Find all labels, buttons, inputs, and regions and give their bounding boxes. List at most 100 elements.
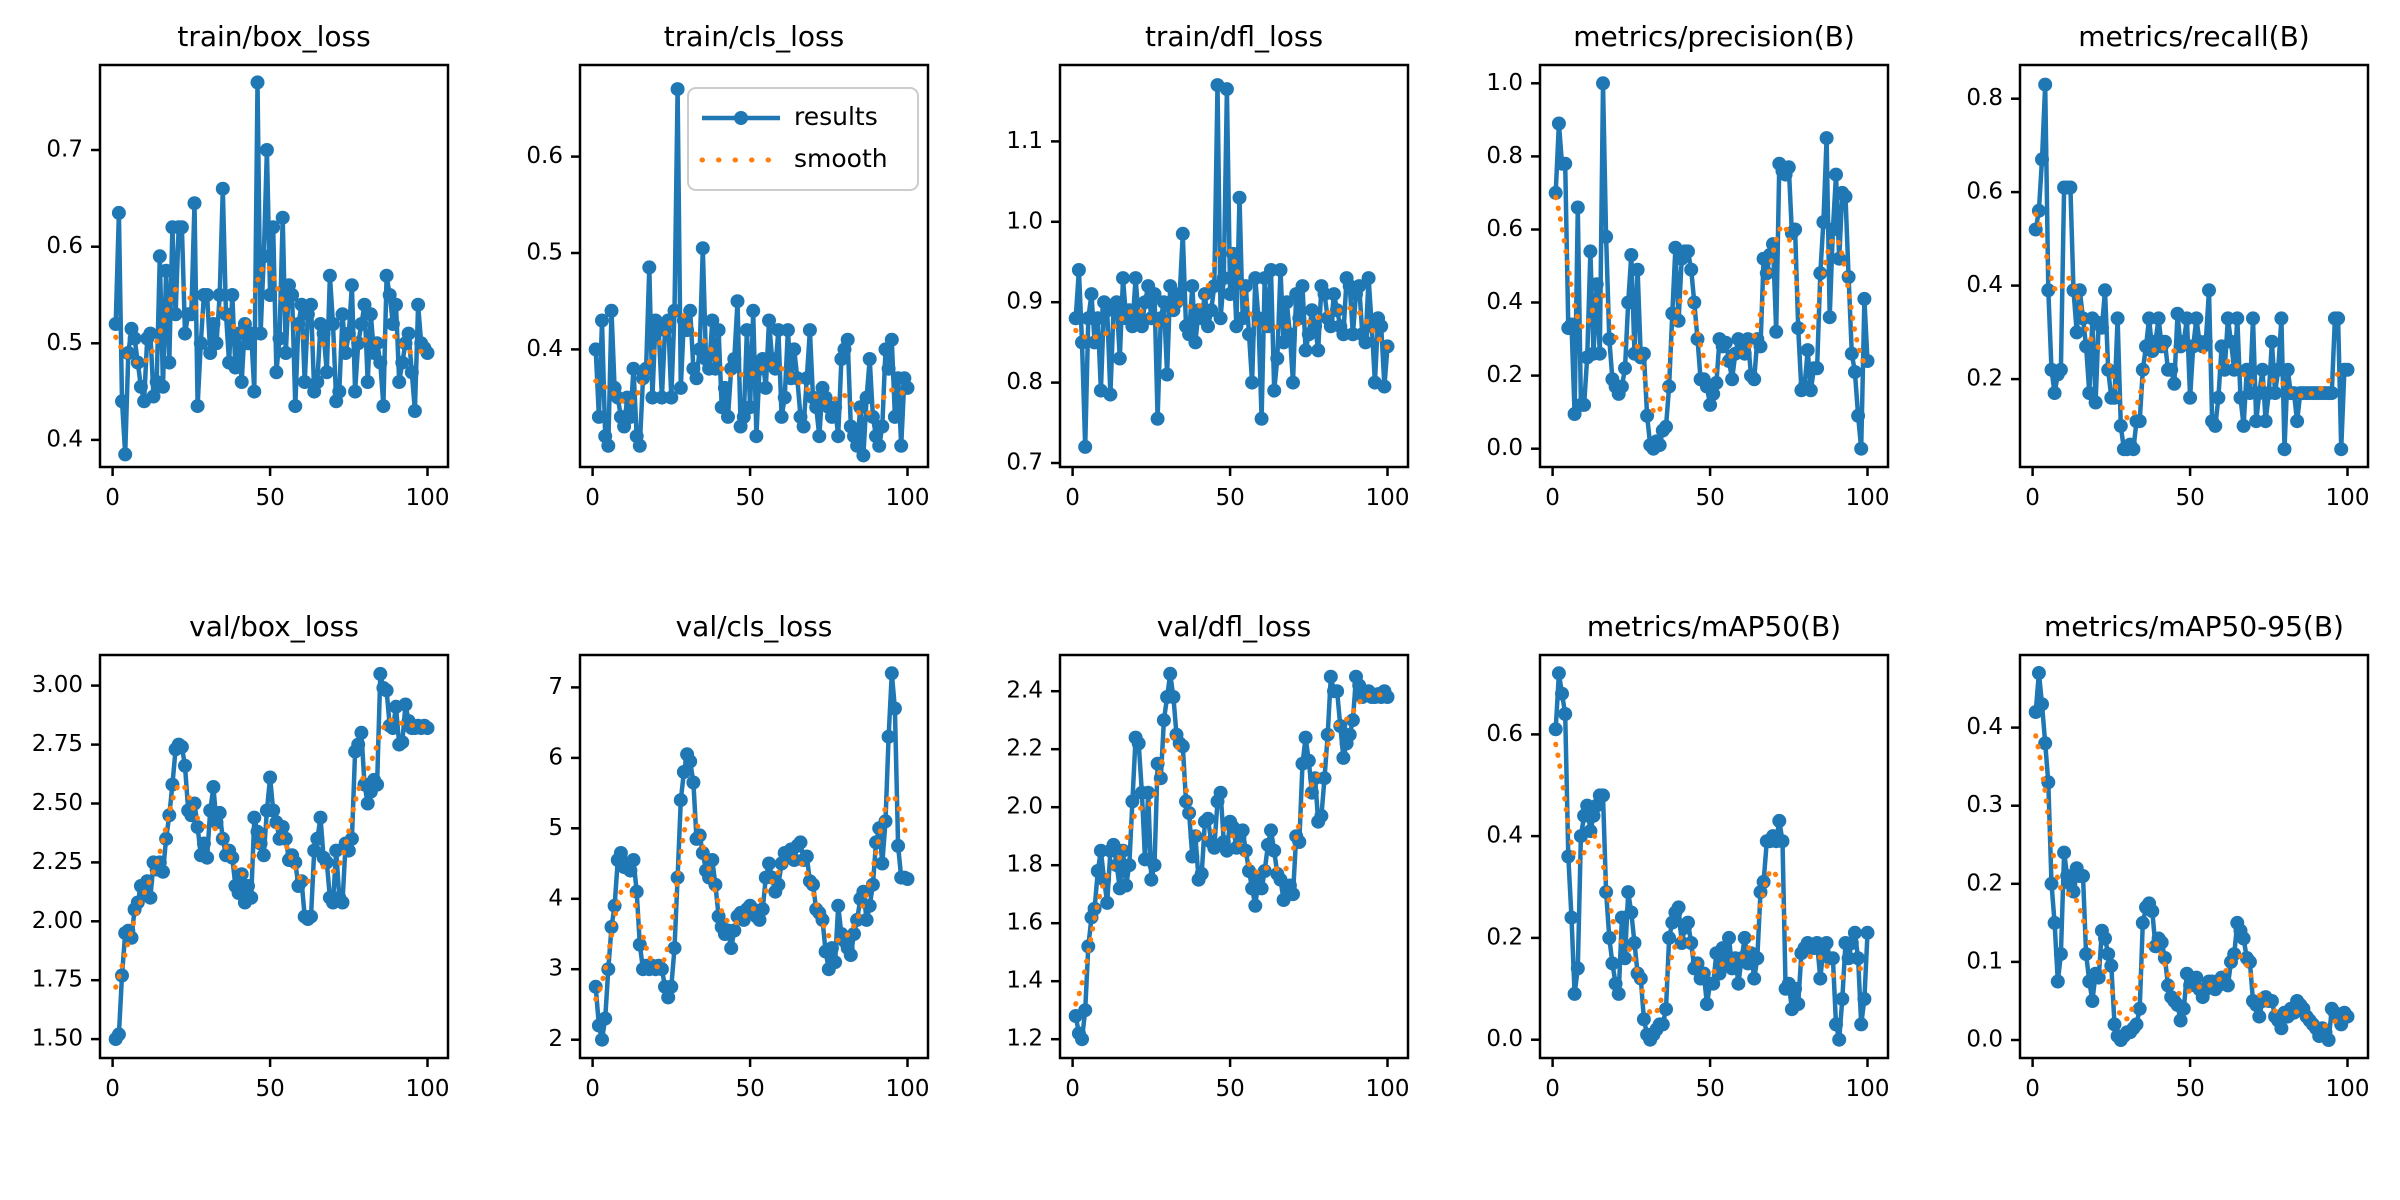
svg-text:3.00: 3.00 bbox=[32, 672, 83, 698]
svg-text:0.6: 0.6 bbox=[1486, 721, 1523, 747]
svg-text:1.6: 1.6 bbox=[1006, 910, 1043, 936]
plot-title: metrics/recall(B) bbox=[2078, 20, 2310, 53]
svg-text:0.6: 0.6 bbox=[1966, 179, 2003, 205]
svg-text:0.2: 0.2 bbox=[1966, 366, 2003, 392]
plot-title: metrics/mAP50(B) bbox=[1586, 610, 1842, 643]
svg-text:100: 100 bbox=[886, 1076, 930, 1102]
svg-text:0.0: 0.0 bbox=[1486, 1026, 1523, 1052]
plot-title: metrics/mAP50-95(B) bbox=[2044, 610, 2344, 643]
svg-text:2.00: 2.00 bbox=[32, 908, 83, 934]
svg-text:2.4: 2.4 bbox=[1006, 678, 1043, 704]
svg-text:4: 4 bbox=[548, 885, 563, 911]
svg-text:results: results bbox=[794, 102, 878, 131]
svg-text:3: 3 bbox=[548, 956, 563, 982]
svg-text:0.0: 0.0 bbox=[1486, 435, 1523, 461]
subplot-train-box-loss: 0.4 0.5 0.6 0.7 0 50 100 train/box_loss bbox=[0, 0, 480, 600]
svg-text:1.0: 1.0 bbox=[1486, 70, 1523, 96]
svg-text:0.8: 0.8 bbox=[1966, 85, 2003, 111]
svg-text:2.75: 2.75 bbox=[32, 731, 83, 757]
plot-canvas-train-cls-loss: 0.4 0.5 0.6 0 50 100 results smooth bbox=[526, 63, 930, 511]
svg-text:50: 50 bbox=[735, 1076, 764, 1102]
svg-text:0: 0 bbox=[1545, 485, 1560, 511]
svg-text:1.2: 1.2 bbox=[1006, 1026, 1043, 1052]
subplot-val-cls-loss: 2 3 4 5 6 7 0 50 100 val/cls_loss bbox=[480, 600, 960, 1200]
svg-text:5: 5 bbox=[548, 815, 563, 841]
svg-text:50: 50 bbox=[1695, 485, 1724, 511]
svg-text:smooth: smooth bbox=[794, 144, 888, 173]
svg-text:7: 7 bbox=[548, 674, 563, 700]
svg-text:50: 50 bbox=[2175, 1076, 2204, 1102]
svg-text:0: 0 bbox=[1065, 485, 1080, 511]
svg-text:50: 50 bbox=[1215, 1076, 1244, 1102]
plot-canvas-train-box-loss: 0.4 0.5 0.6 0.7 0 50 100 bbox=[46, 63, 450, 511]
svg-text:0.3: 0.3 bbox=[1966, 792, 2003, 818]
subplot-val-dfl-loss: 1.2 1.4 1.6 1.8 2.0 2.2 2.4 0 50 100 val/dfl_loss bbox=[960, 600, 1440, 1200]
svg-text:100: 100 bbox=[886, 485, 930, 511]
svg-text:0: 0 bbox=[1065, 1076, 1080, 1102]
svg-text:1.50: 1.50 bbox=[32, 1026, 83, 1052]
svg-text:0.5: 0.5 bbox=[46, 330, 83, 356]
svg-text:0.0: 0.0 bbox=[1966, 1027, 2003, 1053]
svg-text:100: 100 bbox=[1366, 485, 1410, 511]
svg-text:0.1: 0.1 bbox=[1966, 948, 2003, 974]
svg-text:100: 100 bbox=[406, 485, 450, 511]
svg-text:0: 0 bbox=[2025, 1076, 2040, 1102]
svg-text:50: 50 bbox=[1695, 1076, 1724, 1102]
svg-text:2: 2 bbox=[548, 1026, 563, 1052]
svg-text:0: 0 bbox=[105, 1076, 120, 1102]
plot-title: train/box_loss bbox=[177, 20, 371, 53]
svg-text:0.5: 0.5 bbox=[526, 240, 563, 266]
plot-title: val/box_loss bbox=[189, 610, 359, 643]
svg-text:0.7: 0.7 bbox=[46, 137, 83, 163]
plot-canvas-metrics-map50: 0.0 0.2 0.4 0.6 0 50 100 bbox=[1486, 653, 1889, 1102]
svg-text:0.7: 0.7 bbox=[1006, 450, 1043, 476]
plot-canvas-train-dfl-loss: 0.7 0.8 0.9 1.0 1.1 0 50 100 bbox=[1006, 63, 1410, 511]
svg-text:0.2: 0.2 bbox=[1486, 362, 1523, 388]
svg-text:0.4: 0.4 bbox=[46, 426, 83, 452]
svg-text:1.1: 1.1 bbox=[1006, 128, 1043, 154]
plot-canvas-val-cls-loss: 2 3 4 5 6 7 0 50 100 bbox=[548, 653, 930, 1102]
svg-text:1.4: 1.4 bbox=[1006, 968, 1043, 994]
svg-text:100: 100 bbox=[2326, 485, 2370, 511]
plot-canvas-metrics-map50-95: 0.0 0.1 0.2 0.3 0.4 0 50 100 bbox=[1966, 653, 2369, 1102]
svg-text:2.25: 2.25 bbox=[32, 849, 83, 875]
plot-title: val/cls_loss bbox=[675, 610, 833, 643]
svg-text:0.2: 0.2 bbox=[1966, 870, 2003, 896]
svg-text:0.4: 0.4 bbox=[526, 336, 563, 362]
svg-text:0.6: 0.6 bbox=[526, 143, 563, 169]
subplot-metrics-precision: 0.0 0.2 0.4 0.6 0.8 1.0 0 50 100 metrics/precisi… bbox=[1440, 0, 1920, 600]
svg-text:2.50: 2.50 bbox=[32, 790, 83, 816]
svg-text:50: 50 bbox=[735, 485, 764, 511]
subplot-metrics-recall: 0.2 0.4 0.6 0.8 0 50 100 metrics/recall(B) bbox=[1920, 0, 2400, 600]
plot-canvas-metrics-precision: 0.0 0.2 0.4 0.6 0.8 1.0 0 50 100 bbox=[1486, 63, 1890, 511]
plot-canvas-val-dfl-loss: 1.2 1.4 1.6 1.8 2.0 2.2 2.4 0 50 100 bbox=[1006, 653, 1409, 1102]
svg-text:50: 50 bbox=[255, 1076, 284, 1102]
svg-text:0.8: 0.8 bbox=[1006, 369, 1043, 395]
svg-text:50: 50 bbox=[255, 485, 284, 511]
plot-title: train/cls_loss bbox=[663, 20, 845, 53]
subplot-train-dfl-loss: 0.7 0.8 0.9 1.0 1.1 0 50 100 train/dfl_loss bbox=[960, 0, 1440, 600]
plot-title: val/dfl_loss bbox=[1156, 610, 1312, 643]
svg-text:1.0: 1.0 bbox=[1006, 208, 1043, 234]
svg-text:0: 0 bbox=[105, 485, 120, 511]
svg-text:0: 0 bbox=[585, 1076, 600, 1102]
plot-canvas-metrics-recall: 0.2 0.4 0.6 0.8 0 50 100 bbox=[1966, 63, 2370, 511]
svg-text:50: 50 bbox=[1215, 485, 1244, 511]
plot-title: train/dfl_loss bbox=[1144, 20, 1324, 53]
subplot-val-box-loss: 1.50 1.75 2.00 2.25 2.50 2.75 3.00 0 50 100 val/b… bbox=[0, 600, 480, 1200]
svg-text:1.75: 1.75 bbox=[32, 967, 83, 993]
svg-text:0: 0 bbox=[2025, 485, 2040, 511]
subplot-metrics-map50-95: 0.0 0.1 0.2 0.3 0.4 0 50 100 metrics/mAP50-95(B… bbox=[1920, 600, 2400, 1200]
svg-text:0.4: 0.4 bbox=[1966, 714, 2003, 740]
subplot-train-cls-loss: 0.4 0.5 0.6 0 50 100 results smooth train/cls_l… bbox=[480, 0, 960, 600]
plot-title: metrics/precision(B) bbox=[1573, 20, 1855, 53]
svg-text:1.8: 1.8 bbox=[1006, 852, 1043, 878]
svg-text:0.4: 0.4 bbox=[1486, 823, 1523, 849]
svg-text:0: 0 bbox=[1545, 1076, 1560, 1102]
svg-text:50: 50 bbox=[2175, 485, 2204, 511]
svg-text:0.4: 0.4 bbox=[1486, 289, 1523, 315]
plot-canvas-val-box-loss: 1.50 1.75 2.00 2.25 2.50 2.75 3.00 0 50 100 bbox=[32, 653, 450, 1102]
svg-text:100: 100 bbox=[1846, 485, 1890, 511]
svg-text:100: 100 bbox=[406, 1076, 450, 1102]
